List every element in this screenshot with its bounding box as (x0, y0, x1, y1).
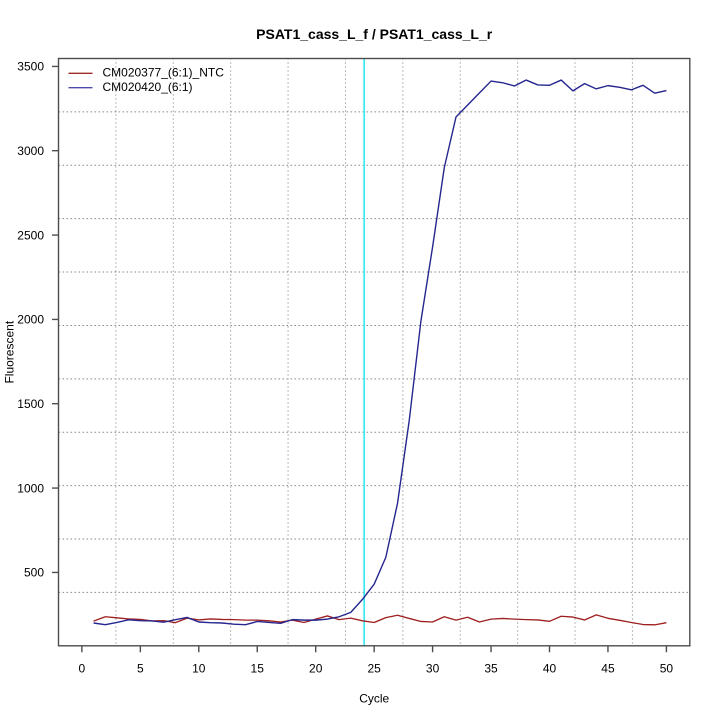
svg-text:2000: 2000 (17, 313, 44, 327)
svg-text:500: 500 (24, 566, 44, 580)
svg-text:15: 15 (251, 662, 265, 676)
svg-text:40: 40 (543, 662, 557, 676)
svg-text:45: 45 (601, 662, 615, 676)
svg-text:PSAT1_cass_L_f / PSAT1_cass_L_: PSAT1_cass_L_f / PSAT1_cass_L_r (256, 26, 493, 42)
svg-text:25: 25 (367, 662, 381, 676)
svg-text:20: 20 (309, 662, 323, 676)
svg-text:30: 30 (426, 662, 440, 676)
svg-text:2500: 2500 (17, 228, 44, 242)
svg-text:Cycle: Cycle (359, 692, 389, 706)
svg-text:CM020420_(6:1): CM020420_(6:1) (103, 80, 193, 94)
svg-text:50: 50 (660, 662, 674, 676)
svg-text:1000: 1000 (17, 481, 44, 495)
svg-text:0: 0 (79, 662, 86, 676)
svg-text:5: 5 (137, 662, 144, 676)
svg-text:CM020377_(6:1)_NTC: CM020377_(6:1)_NTC (103, 66, 225, 80)
svg-text:10: 10 (192, 662, 206, 676)
svg-text:3500: 3500 (17, 60, 44, 74)
svg-text:1500: 1500 (17, 397, 44, 411)
svg-text:35: 35 (484, 662, 498, 676)
svg-text:3000: 3000 (17, 144, 44, 158)
svg-text:Fluorescent: Fluorescent (3, 320, 17, 383)
